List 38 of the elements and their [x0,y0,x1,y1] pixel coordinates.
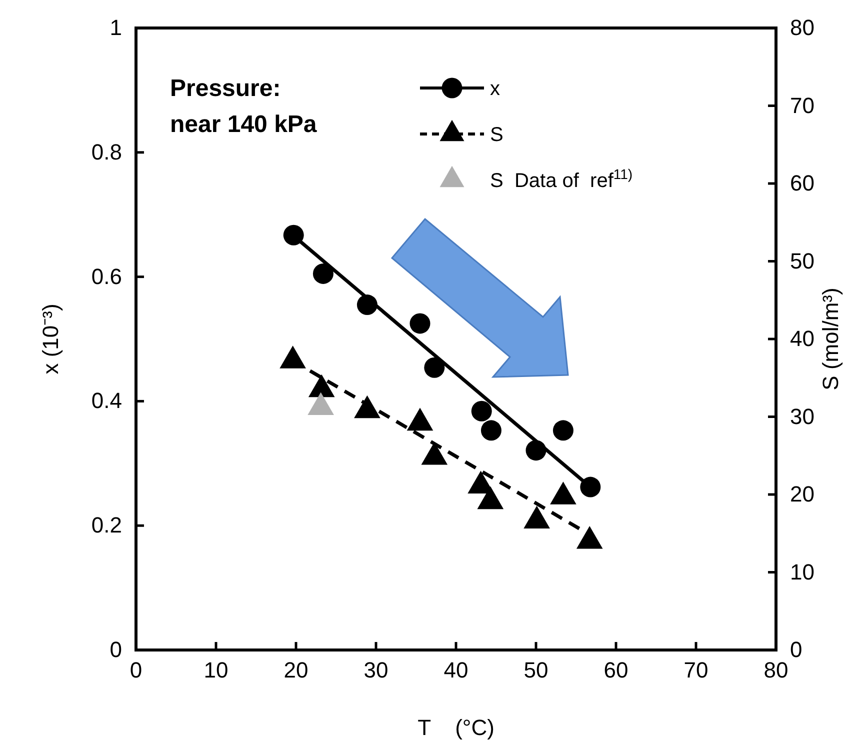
x-tick-label: 80 [764,658,788,683]
legend-label: S Data of ref$^{11)}$ [490,166,633,192]
x-tick-label: 70 [684,658,708,683]
x-tick-label: 60 [604,658,628,683]
y2-tick-label: 40 [790,326,814,352]
x-tick-label: 30 [364,658,388,683]
x-tick-label: 50 [524,658,548,683]
x-axis-title: T (°C) [418,715,494,740]
y2-tick-label: 70 [790,92,814,118]
legend-label: x [490,78,500,100]
y2-tick-label: 0 [790,637,802,662]
point [424,357,445,378]
legend-label: S [490,124,504,146]
point [312,263,334,284]
y-axis-title: x (10⁻³) [38,304,63,374]
y-tick-label: 0.4 [91,388,122,414]
x-tick-label: 0 [130,658,142,683]
y2-tick-label: 80 [790,15,814,40]
y2-axis-title: S (mol/m³) [818,288,843,390]
y2-tick-label: 60 [790,170,814,196]
y-tick-label: 0 [110,637,122,662]
point [552,420,574,441]
annotation: near 140 kPa [170,111,318,138]
point [410,313,430,334]
y-tick-label: 0.6 [91,264,122,289]
point [471,400,492,422]
point [480,420,502,441]
y2-tick-label: 50 [790,248,814,274]
y-tick-label: 0.8 [91,139,122,164]
y2-tick-label: 30 [790,404,814,429]
y-tick-label: 1 [110,15,122,40]
y2-tick-label: 20 [790,482,814,507]
x-tick-label: 10 [204,658,228,683]
annotation: Pressure: [170,75,281,102]
x-tick-label: 40 [444,658,468,683]
x-tick-label: 20 [284,658,308,683]
y2-tick-label: 10 [790,559,814,584]
y-tick-label: 0.2 [91,512,122,538]
